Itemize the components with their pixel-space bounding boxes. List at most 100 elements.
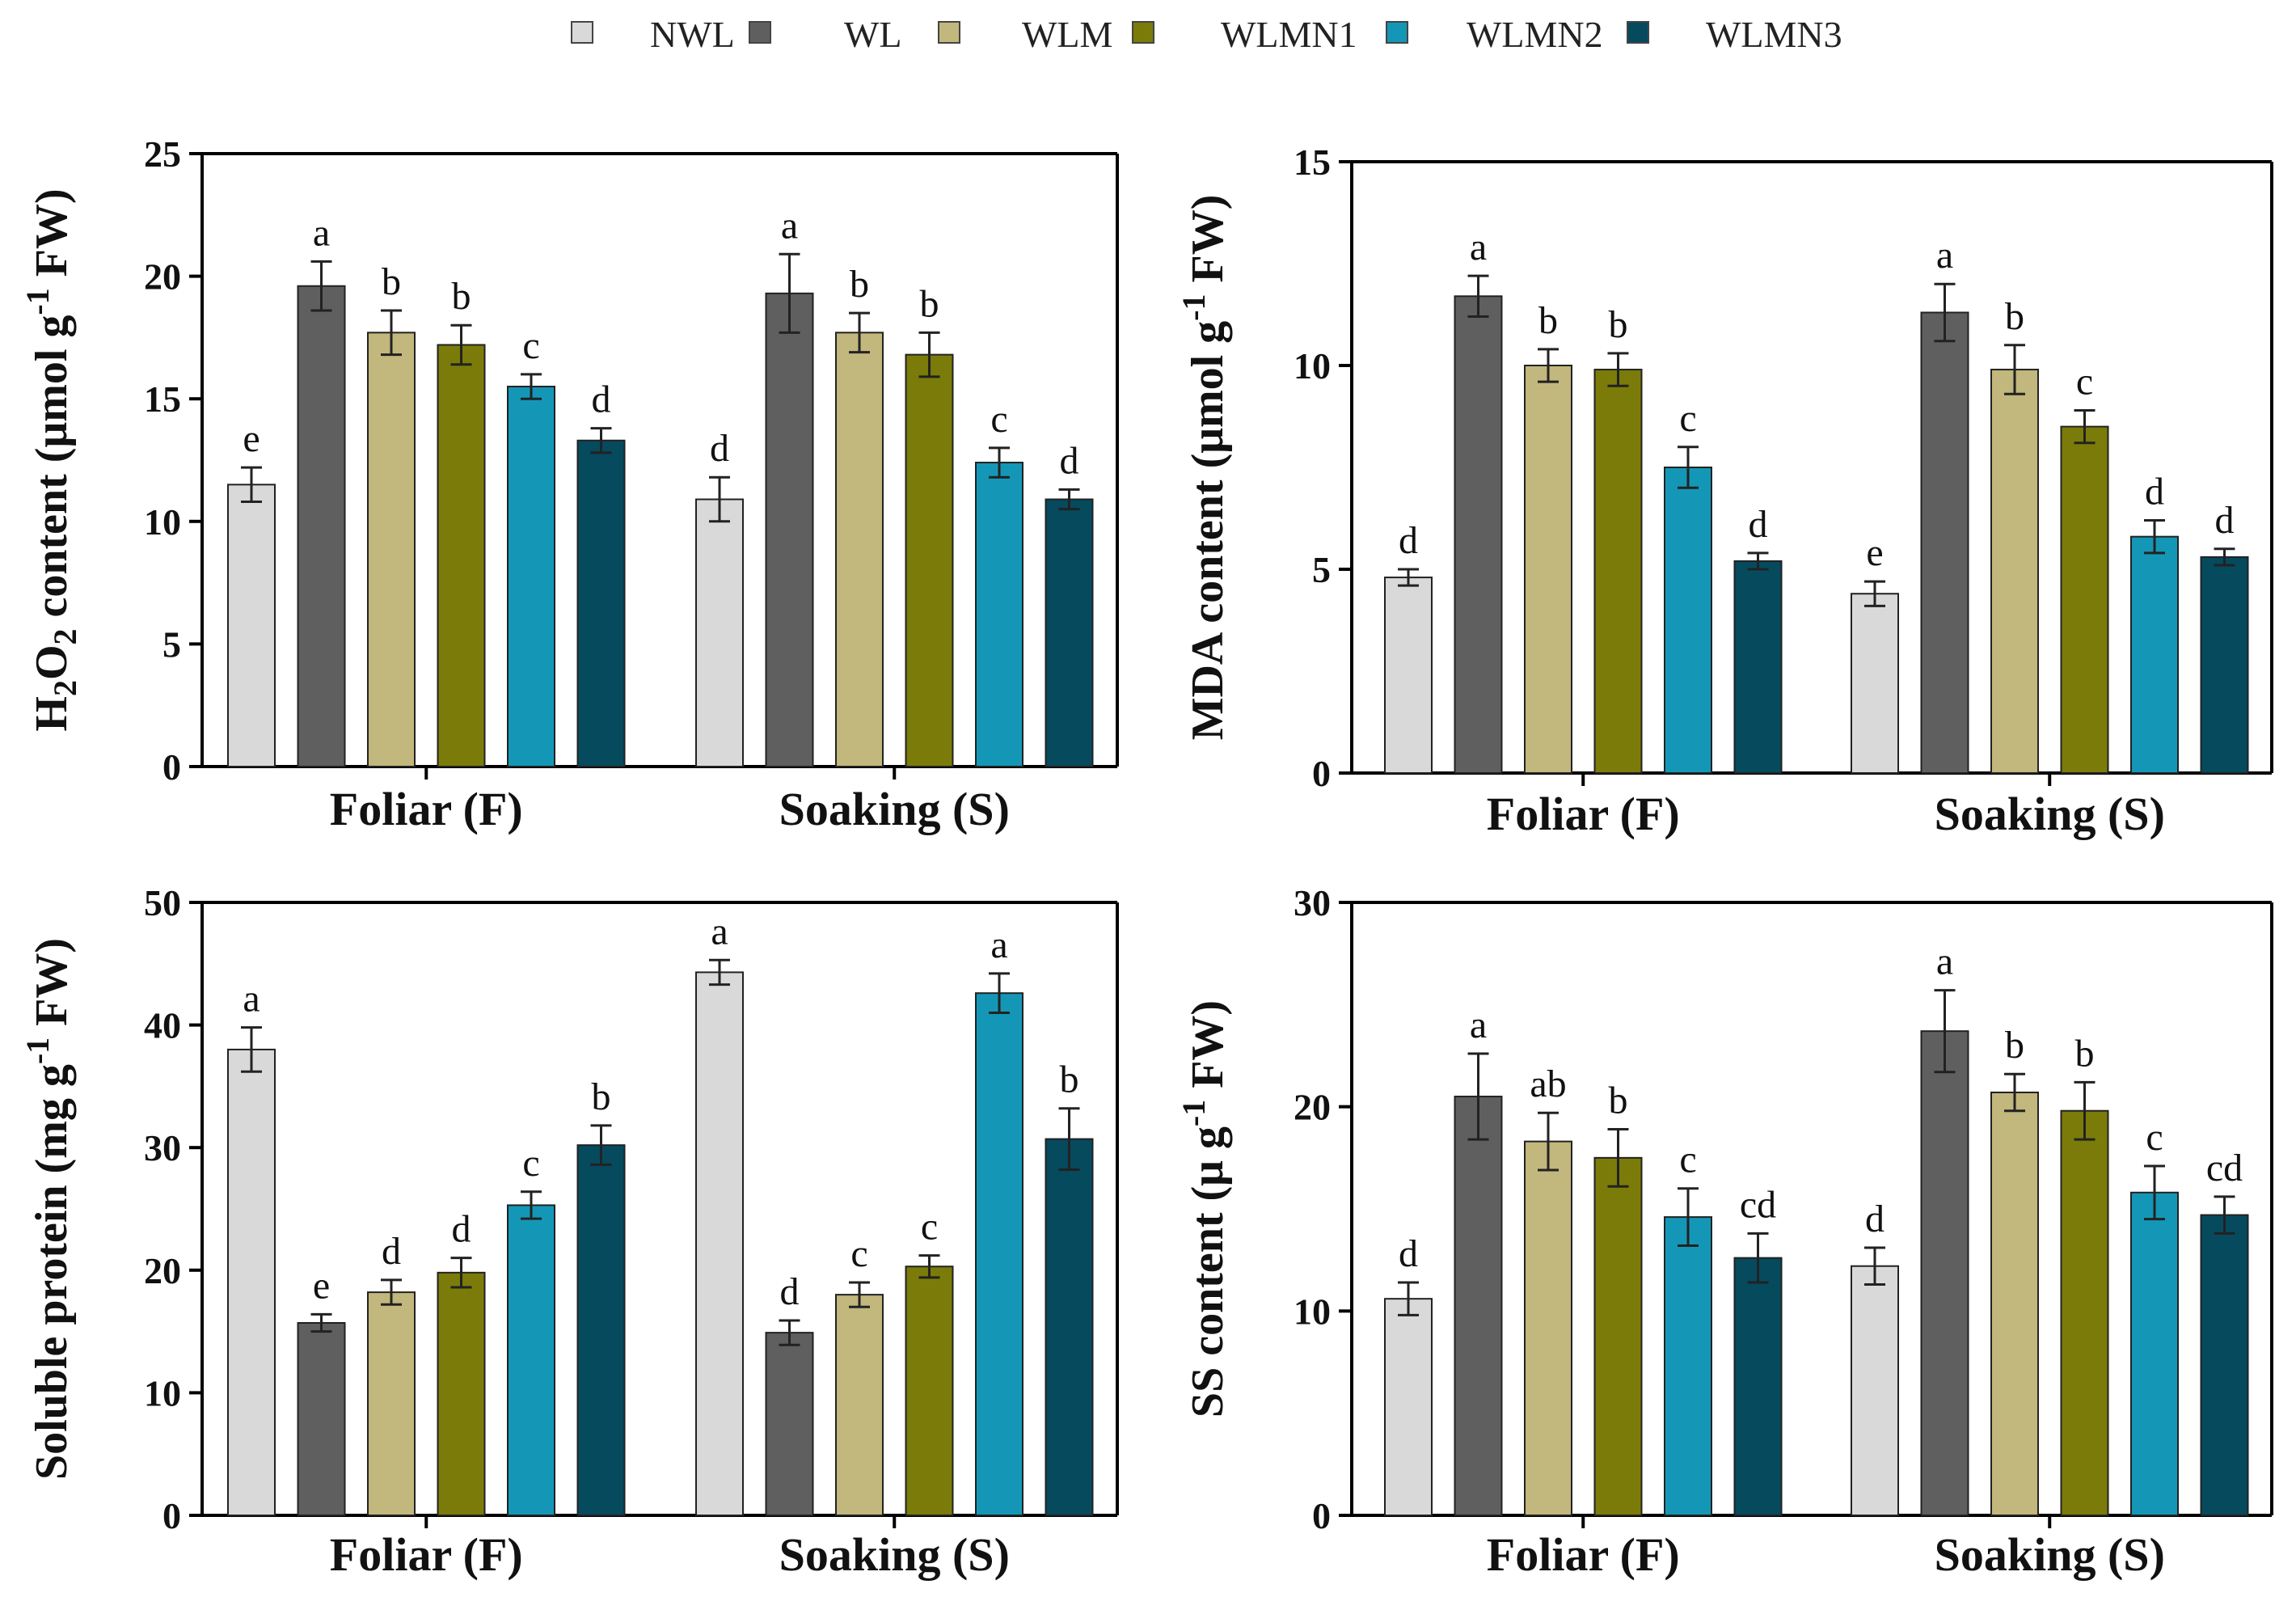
significance-letter: d bbox=[1060, 439, 1079, 482]
bar-wlm-foliar-f bbox=[367, 332, 416, 767]
y-tick-label: 15 bbox=[1294, 142, 1331, 183]
x-category-label: Soaking (S) bbox=[779, 783, 1010, 835]
significance-letter: a bbox=[313, 211, 330, 254]
bar-nwl-soaking-s bbox=[1851, 593, 1899, 774]
y-tick-label: 30 bbox=[1294, 882, 1331, 923]
bar-wlm-soaking-s bbox=[835, 332, 884, 767]
bar-wlmn1-foliar-f bbox=[437, 344, 486, 768]
y-tick-label: 0 bbox=[162, 1495, 181, 1536]
chart-panel-top-right: 0 5 10 15 d a b b c d Foliar (F) e a b c d d Soaking (S) M… bbox=[1175, 142, 2273, 840]
significance-letter: a bbox=[781, 204, 798, 247]
bar-wlmn3-foliar-f bbox=[576, 439, 626, 768]
bar-nwl-soaking-s bbox=[695, 971, 744, 1516]
significance-letter: b bbox=[2005, 295, 2024, 338]
bar-wl-foliar-f bbox=[297, 1321, 346, 1517]
significance-letter: a bbox=[1470, 226, 1487, 268]
significance-letter: e bbox=[243, 417, 260, 460]
significance-letter: c bbox=[522, 324, 539, 367]
y-tick-label: 30 bbox=[144, 1127, 181, 1168]
significance-letter: a bbox=[1936, 234, 1953, 277]
significance-letter: a bbox=[243, 978, 260, 1020]
bar-wlm-foliar-f bbox=[1524, 1140, 1572, 1516]
significance-letter: d bbox=[2145, 471, 2164, 513]
significance-letter: d bbox=[1399, 1232, 1418, 1275]
bar-wlmn3-soaking-s bbox=[1045, 1138, 1094, 1516]
significance-letter: d bbox=[452, 1208, 471, 1251]
y-tick-label: 10 bbox=[1294, 1291, 1331, 1332]
y-axis-title: SS content (μ g-1 FW) bbox=[1175, 1000, 1233, 1418]
bar-nwl-foliar-f bbox=[227, 484, 276, 767]
bar-wlm-soaking-s bbox=[1990, 1091, 2039, 1516]
significance-letter: c bbox=[1679, 397, 1696, 440]
y-tick-label: 10 bbox=[144, 501, 181, 543]
significance-letter: d bbox=[1749, 503, 1768, 546]
y-tick-label: 5 bbox=[162, 623, 181, 665]
y-tick-label: 40 bbox=[144, 1005, 181, 1046]
bar-wlmn2-soaking-s bbox=[2130, 535, 2179, 774]
significance-letter: b bbox=[382, 260, 401, 303]
bar-wl-soaking-s bbox=[765, 1332, 814, 1516]
x-category-label: Foliar (F) bbox=[330, 1528, 523, 1581]
y-tick-label: 20 bbox=[144, 1250, 181, 1291]
bar-wlmn3-soaking-s bbox=[2200, 1214, 2249, 1516]
significance-letter: a bbox=[1470, 1003, 1487, 1046]
legend-swatch-wlmn2 bbox=[1386, 21, 1408, 44]
bar-wlmn3-foliar-f bbox=[1733, 560, 1783, 774]
legend-label-wlmn2: WLMN2 bbox=[1467, 14, 1603, 55]
bar-nwl-foliar-f bbox=[1384, 577, 1433, 775]
legend-label-wlmn3: WLMN3 bbox=[1706, 14, 1842, 55]
significance-letter: c bbox=[522, 1142, 539, 1185]
bar-wlmn2-soaking-s bbox=[975, 462, 1023, 767]
chart-panel-bottom-left: 0 10 20 30 40 50 a e d d c b Foliar (F) a d c c a b Soaking… bbox=[19, 882, 1119, 1581]
bar-wl-foliar-f bbox=[1454, 295, 1503, 774]
x-category-label: Soaking (S) bbox=[1935, 788, 2165, 840]
significance-letter: d bbox=[592, 378, 611, 421]
significance-letter: c bbox=[990, 398, 1007, 441]
significance-letter: b bbox=[920, 282, 939, 325]
bar-wlm-soaking-s bbox=[1990, 369, 2039, 774]
bar-wlmn1-soaking-s bbox=[2060, 1109, 2109, 1516]
x-category-label: Soaking (S) bbox=[1935, 1528, 2165, 1581]
bar-wlmn1-soaking-s bbox=[2060, 425, 2109, 774]
bar-nwl-soaking-s bbox=[1851, 1265, 1899, 1517]
legend-swatch-wlmn1 bbox=[1132, 21, 1154, 44]
bar-wlmn3-foliar-f bbox=[576, 1144, 626, 1516]
bar-wl-foliar-f bbox=[1454, 1096, 1503, 1516]
y-tick-label: 10 bbox=[1294, 345, 1331, 387]
significance-letter: b bbox=[592, 1075, 611, 1118]
bar-wl-foliar-f bbox=[297, 285, 346, 767]
y-tick-label: 15 bbox=[144, 378, 181, 420]
significance-letter: c bbox=[1679, 1139, 1696, 1181]
bar-wl-soaking-s bbox=[765, 292, 814, 768]
significance-letter: e bbox=[313, 1264, 330, 1307]
y-axis-title: MDA content (μmol g-1 FW) bbox=[1175, 195, 1233, 741]
bar-wlmn2-soaking-s bbox=[2130, 1191, 2179, 1516]
bar-nwl-soaking-s bbox=[695, 498, 744, 768]
significance-letter: b bbox=[2005, 1024, 2024, 1067]
significance-letter: cd bbox=[2206, 1147, 2243, 1189]
significance-letter: b bbox=[1609, 303, 1628, 346]
y-tick-label: 10 bbox=[144, 1372, 181, 1413]
significance-letter: d bbox=[1399, 519, 1418, 562]
bar-wlmn1-soaking-s bbox=[905, 353, 954, 767]
significance-letter: b bbox=[1538, 299, 1558, 342]
legend-swatch-nwl bbox=[571, 21, 593, 44]
y-tick-label: 0 bbox=[162, 746, 181, 788]
y-tick-label: 50 bbox=[144, 882, 181, 923]
legend-label-nwl: NWL bbox=[650, 14, 735, 55]
bar-wlmn2-soaking-s bbox=[975, 992, 1023, 1516]
y-tick-label: 0 bbox=[1312, 753, 1331, 794]
y-axis-title: H2O2 content (μmol g-1 FW) bbox=[19, 188, 83, 731]
bar-wlm-foliar-f bbox=[1524, 365, 1572, 774]
significance-letter: c bbox=[850, 1232, 867, 1275]
bar-nwl-foliar-f bbox=[227, 1048, 276, 1517]
legend-swatch-wl bbox=[749, 21, 771, 44]
significance-letter: d bbox=[382, 1230, 401, 1273]
significance-letter: c bbox=[2076, 360, 2093, 403]
bar-wlmn2-foliar-f bbox=[1664, 1216, 1712, 1517]
bar-wlmn1-foliar-f bbox=[1593, 1156, 1643, 1517]
legend: NWL WL WLM WLMN1 WLMN2 WLMN3 bbox=[0, 10, 2296, 66]
significance-letter: c bbox=[2146, 1116, 2163, 1159]
